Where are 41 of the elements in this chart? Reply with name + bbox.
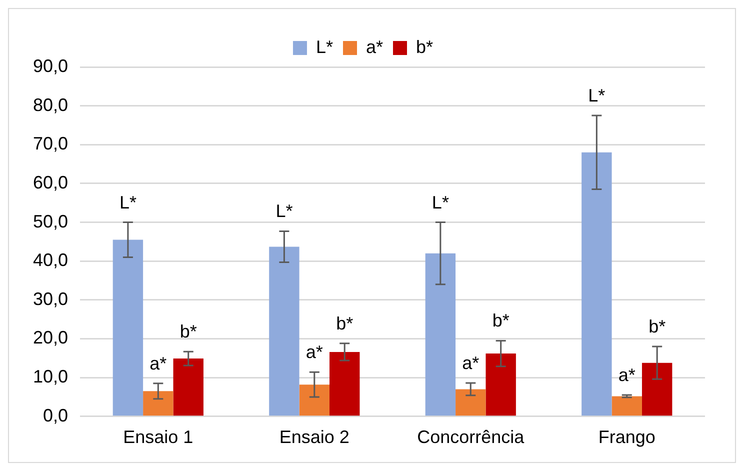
bar: [456, 389, 486, 416]
data-label: b*: [336, 313, 354, 334]
x-tick-label: Ensaio 2: [279, 427, 350, 448]
bar: [173, 358, 204, 416]
x-tick-label: Concorrência: [417, 427, 526, 448]
y-tick-label: 0,0: [43, 405, 68, 426]
bar: [112, 240, 144, 416]
data-label: a*: [150, 353, 167, 374]
bar: [330, 352, 360, 416]
y-tick-label: 20,0: [32, 328, 68, 348]
bar: [269, 246, 300, 416]
bar: [425, 253, 456, 416]
y-tick-label: 50,0: [32, 211, 68, 232]
legend-label: a*: [366, 36, 384, 57]
data-label: L*: [276, 201, 293, 222]
y-tick-label: 70,0: [32, 134, 68, 154]
bar: [582, 152, 612, 416]
y-tick-label: 60,0: [32, 172, 68, 192]
data-label: L*: [119, 192, 136, 212]
bar: [486, 354, 516, 416]
bar: [642, 362, 672, 416]
y-tick-label: 80,0: [32, 94, 68, 115]
data-label: b*: [180, 322, 197, 342]
x-tick-label: Frango: [598, 427, 656, 448]
data-label: b*: [648, 316, 666, 336]
x-tick-label: Ensaio 1: [123, 427, 194, 448]
data-label: L*: [588, 85, 606, 106]
y-tick-label: 90,0: [32, 56, 68, 76]
bar: [143, 391, 174, 416]
data-label: b*: [492, 310, 510, 331]
y-tick-label: 40,0: [32, 250, 68, 270]
y-tick-label: 30,0: [32, 288, 68, 309]
data-label: a*: [462, 352, 480, 373]
bar: [612, 396, 642, 416]
data-label: L*: [432, 192, 449, 212]
bar: [299, 384, 330, 416]
y-tick-label: 10,0: [32, 366, 68, 387]
legend-label: L*: [316, 36, 333, 57]
legend-label: b*: [416, 36, 434, 57]
data-label: a*: [306, 342, 323, 362]
data-label: a*: [618, 365, 636, 386]
